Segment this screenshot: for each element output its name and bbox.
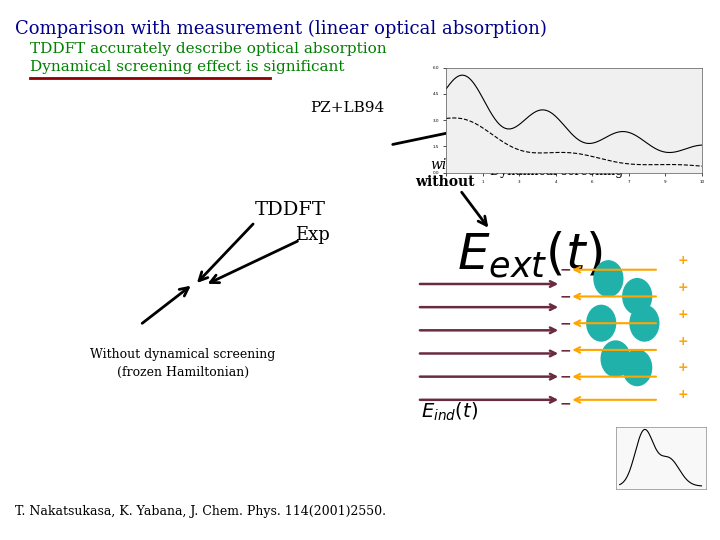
Text: T. Nakatsukasa, K. Yabana, J. Chem. Phys. 114(2001)2550.: T. Nakatsukasa, K. Yabana, J. Chem. Phys… xyxy=(15,505,386,518)
Text: TDDFT: TDDFT xyxy=(255,201,326,219)
Text: $E_{ind}(t)$: $E_{ind}(t)$ xyxy=(421,401,479,423)
Text: Dynamical screening effect is significant: Dynamical screening effect is significan… xyxy=(30,60,344,74)
Text: Dynamical screening: Dynamical screening xyxy=(490,165,624,179)
Circle shape xyxy=(594,261,623,296)
Circle shape xyxy=(623,279,652,314)
Text: −: − xyxy=(559,370,571,383)
Circle shape xyxy=(587,306,616,341)
Text: +: + xyxy=(678,308,688,321)
Text: $\mathit{E}_{ext}\mathit{(t)}$: $\mathit{E}_{ext}\mathit{(t)}$ xyxy=(457,230,603,280)
Text: without: without xyxy=(415,175,474,189)
Text: −: − xyxy=(559,263,571,276)
Text: +: + xyxy=(678,361,688,374)
Text: −: − xyxy=(559,289,571,303)
Circle shape xyxy=(623,350,652,386)
Text: −: − xyxy=(559,316,571,330)
Text: Comparison with measurement (linear optical absorption): Comparison with measurement (linear opti… xyxy=(15,20,547,38)
Circle shape xyxy=(630,306,659,341)
Text: +: + xyxy=(678,254,688,267)
Text: TDDFT accurately describe optical absorption: TDDFT accurately describe optical absorp… xyxy=(30,42,387,56)
Text: +: + xyxy=(678,334,688,348)
Text: +: + xyxy=(678,281,688,294)
Text: Exp: Exp xyxy=(295,226,330,244)
Text: +: + xyxy=(678,388,688,401)
Text: with: with xyxy=(430,158,461,172)
Text: −: − xyxy=(559,396,571,410)
Text: Without dynamical screening
(frozen Hamiltonian): Without dynamical screening (frozen Hami… xyxy=(90,348,276,379)
Circle shape xyxy=(601,341,630,377)
Text: PZ+LB94: PZ+LB94 xyxy=(310,101,384,115)
Text: −: − xyxy=(559,343,571,357)
